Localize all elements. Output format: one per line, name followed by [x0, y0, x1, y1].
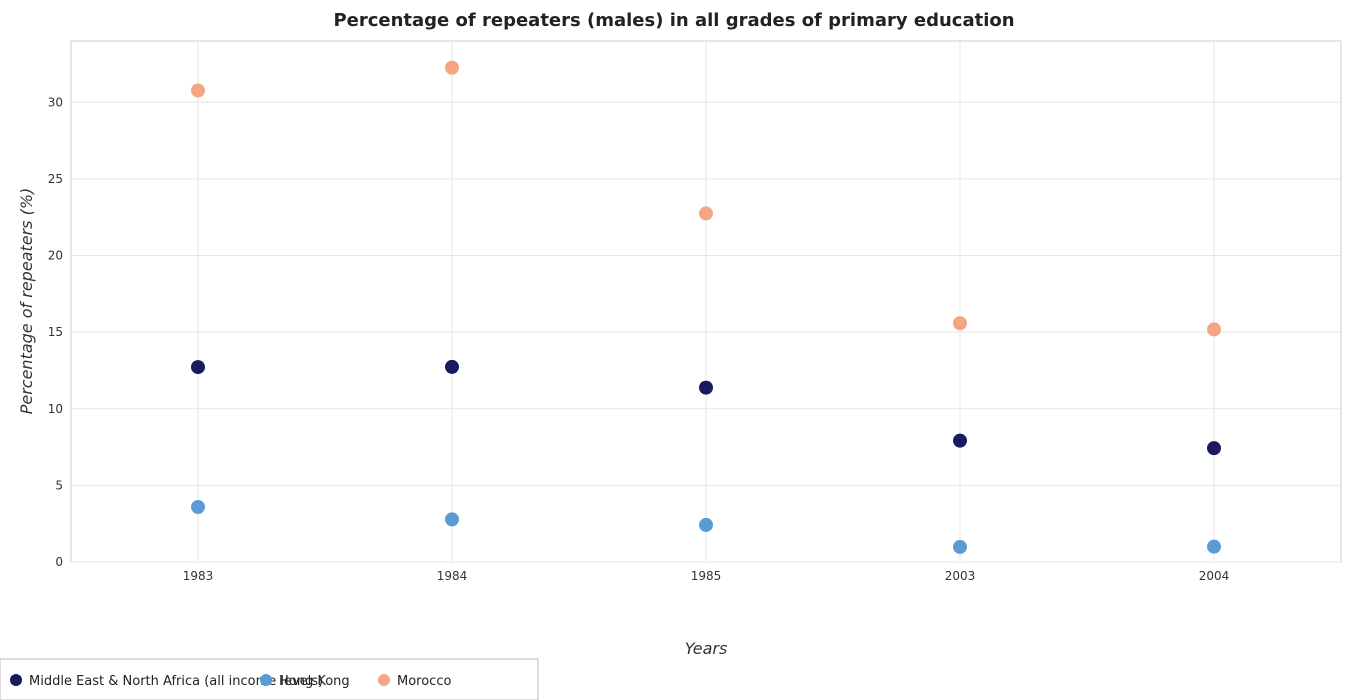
data-point [699, 206, 713, 221]
data-point [191, 499, 205, 514]
data-point [1207, 539, 1221, 554]
legend: Middle East & North Africa (all income l… [0, 658, 539, 700]
x-tick-label: 1983 [183, 569, 214, 583]
x-tick-label: 1984 [437, 569, 468, 583]
y-tick-label: 30 [48, 95, 63, 109]
data-point [1207, 441, 1221, 456]
data-point [953, 316, 967, 331]
y-tick-label: 15 [48, 325, 63, 339]
legend-label: Hong Kong [279, 674, 350, 689]
data-point [953, 433, 967, 448]
y-tick-label: 5 [55, 478, 63, 492]
data-point [445, 359, 459, 374]
legend-label: Morocco [397, 674, 451, 689]
legend-marker [260, 674, 272, 686]
x-axis-label: Years [685, 639, 728, 658]
x-tick-labels: 1983 1984 1985 2003 2004 [183, 569, 1230, 583]
data-points [191, 60, 1221, 554]
x-tick-label: 1985 [691, 569, 722, 583]
legend-marker [10, 674, 22, 686]
legend-label: Middle East & North Africa (all income l… [29, 674, 323, 689]
grid-lines [71, 41, 1341, 563]
y-tick-label: 25 [48, 172, 63, 186]
x-tick-label: 2003 [945, 569, 976, 583]
data-point [445, 512, 459, 527]
y-axis-label: Percentage of repeaters (%) [17, 188, 36, 415]
chart-title: Percentage of repeaters (males) in all g… [333, 10, 1014, 31]
y-tick-label: 20 [48, 249, 63, 263]
x-tick-label: 2004 [1199, 569, 1230, 583]
data-point [699, 380, 713, 395]
y-tick-labels: 0 5 10 15 20 25 30 [48, 95, 63, 569]
legend-marker [378, 674, 390, 686]
data-point [445, 60, 459, 75]
y-tick-label: 0 [55, 555, 63, 569]
data-point [1207, 322, 1221, 337]
data-point [191, 360, 205, 375]
data-point [699, 517, 713, 532]
data-point [953, 539, 967, 554]
data-point [191, 83, 205, 98]
y-tick-label: 10 [48, 402, 63, 416]
